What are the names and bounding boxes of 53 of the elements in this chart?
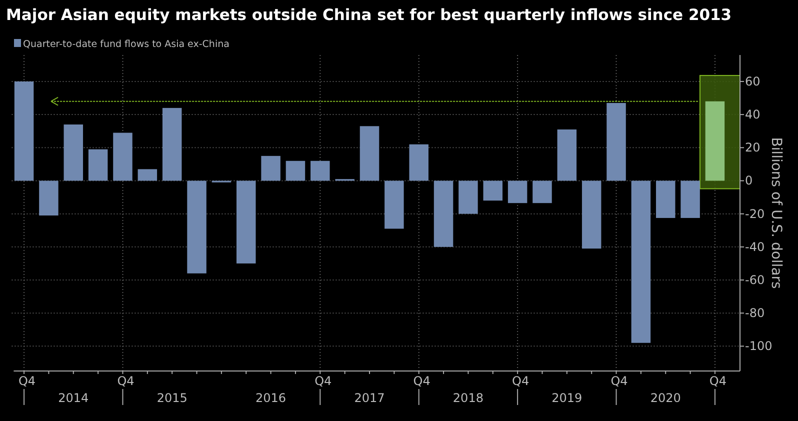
y-tick-label: -60 xyxy=(745,273,765,288)
y-axis-title: Billions of U.S. dollars xyxy=(768,137,784,289)
x-tick-label: Q4 xyxy=(314,374,332,388)
bar xyxy=(64,124,84,181)
bar xyxy=(680,180,700,218)
text: 2017 xyxy=(354,391,385,405)
bar xyxy=(532,180,552,204)
bar xyxy=(582,180,602,249)
bar xyxy=(606,102,626,181)
y-tick-label: 20 xyxy=(745,140,760,155)
text: 2014 xyxy=(58,391,89,405)
y-tick-label: 0 xyxy=(745,174,753,188)
bar xyxy=(631,180,651,343)
bar xyxy=(458,180,478,214)
bar xyxy=(360,126,380,181)
bar xyxy=(88,149,108,181)
x-tick-label: Q4 xyxy=(413,374,430,388)
text: 2019 xyxy=(552,391,582,405)
legend-label: Quarter-to-date fund flows to Asia ex-China xyxy=(23,39,230,50)
text: 2020 xyxy=(650,391,681,405)
text: 2016 xyxy=(256,391,286,405)
bar xyxy=(384,180,404,229)
bar xyxy=(508,180,528,204)
y-tick-label: 40 xyxy=(745,108,760,122)
x-tick-label: Q4 xyxy=(117,374,134,388)
bar xyxy=(187,180,206,274)
bar xyxy=(138,169,158,181)
x-tick-label: Q4 xyxy=(709,374,727,388)
x-tick-label: Q4 xyxy=(18,374,36,388)
bar xyxy=(409,144,428,181)
bar xyxy=(310,160,330,181)
x-tick-label: Q4 xyxy=(512,374,530,388)
bar xyxy=(656,180,676,218)
bar xyxy=(39,180,58,216)
y-tick-label: -20 xyxy=(745,206,765,221)
bar xyxy=(705,101,725,181)
text: 2018 xyxy=(452,391,484,405)
bar xyxy=(162,108,182,181)
bar xyxy=(286,160,306,181)
bar xyxy=(14,81,34,181)
bar xyxy=(557,129,577,181)
y-tick-label: -100 xyxy=(745,339,772,354)
y-tick-label: -80 xyxy=(745,306,765,320)
bar xyxy=(113,132,132,181)
y-tick-label: -40 xyxy=(745,240,765,254)
y-tick-label: 60 xyxy=(745,74,760,88)
text: 2015 xyxy=(156,391,188,405)
bar xyxy=(483,180,503,201)
bar xyxy=(261,156,280,181)
x-tick-label: Q4 xyxy=(610,374,628,388)
bar xyxy=(236,180,256,264)
chart-title: Major Asian equity markets outside China set for best quarterly inflows since 2013 xyxy=(6,6,732,24)
bar xyxy=(434,180,454,247)
